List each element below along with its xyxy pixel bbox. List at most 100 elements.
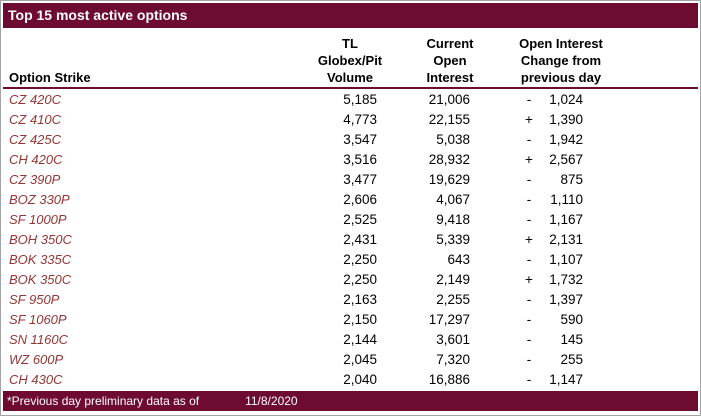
option-strike-cell: CZ 390P <box>9 171 61 187</box>
table-row: CH 430C 2,040 16,886 - 1,147 <box>3 369 698 389</box>
column-header-line: Open Interest <box>519 36 603 51</box>
change-sign: - <box>526 311 532 327</box>
change-value: 2,567 <box>549 151 583 167</box>
option-strike-cell: SF 950P <box>9 291 60 307</box>
open-interest-cell: 4,067 <box>436 191 470 207</box>
volume-cell: 2,040 <box>343 371 377 387</box>
option-strike-cell: CH 420C <box>9 151 63 167</box>
table-row: CH 420C 3,516 28,932 + 2,567 <box>3 149 698 169</box>
option-strike-cell: SN 1160C <box>9 331 69 347</box>
open-interest-cell: 643 <box>447 251 470 267</box>
column-header-line: previous day <box>520 70 602 85</box>
change-value: 1,942 <box>549 131 583 147</box>
table-row: SF 1060P 2,150 17,297 - 590 <box>3 309 698 329</box>
table-row: SF 950P 2,163 2,255 - 1,397 <box>3 289 698 309</box>
table-row: BOK 350C 2,250 2,149 + 1,732 <box>3 269 698 289</box>
open-interest-cell: 2,149 <box>436 271 470 287</box>
change-cell: - 590 <box>509 312 613 327</box>
open-interest-cell: 21,006 <box>428 91 470 107</box>
column-header-volume: TL Globex/Pit Volume <box>309 35 391 86</box>
column-header-open-interest: Current Open Interest <box>391 35 509 86</box>
open-interest-cell: 19,629 <box>428 171 470 187</box>
column-header-option-strike: Option Strike <box>3 69 309 86</box>
table-body: CZ 420C 5,185 21,006 - 1,024 CZ 410C 4,7… <box>3 89 698 389</box>
option-strike-cell: SF 1000P <box>9 211 67 227</box>
change-cell: - 1,107 <box>509 252 613 267</box>
change-value: 2,131 <box>549 231 583 247</box>
open-interest-cell: 3,601 <box>436 331 470 347</box>
table-row: CZ 410C 4,773 22,155 + 1,390 <box>3 109 698 129</box>
open-interest-cell: 9,418 <box>436 211 470 227</box>
table-row: BOH 350C 2,431 5,339 + 2,131 <box>3 229 698 249</box>
change-value: 1,732 <box>549 271 583 287</box>
volume-cell: 2,045 <box>343 351 377 367</box>
volume-cell: 2,250 <box>343 271 377 287</box>
volume-cell: 2,150 <box>343 311 377 327</box>
option-strike-cell: CZ 410C <box>9 111 62 127</box>
change-value: 1,110 <box>550 191 583 207</box>
volume-cell: 3,516 <box>343 151 377 167</box>
change-sign: + <box>525 111 533 127</box>
open-interest-cell: 17,297 <box>428 311 470 327</box>
open-interest-cell: 5,339 <box>436 231 470 247</box>
column-header-line: TL Globex/Pit <box>317 36 383 68</box>
table-header-row: Option Strike TL Globex/Pit Volume Curre… <box>3 35 698 86</box>
volume-cell: 2,250 <box>343 251 377 267</box>
table-row: CZ 390P 3,477 19,629 - 875 <box>3 169 698 189</box>
change-cell: + 2,131 <box>509 232 613 247</box>
change-sign: - <box>526 211 532 227</box>
change-value: 875 <box>560 171 583 187</box>
table-row: CZ 420C 5,185 21,006 - 1,024 <box>3 89 698 109</box>
open-interest-cell: 16,886 <box>428 371 470 387</box>
report-title-bar: Top 15 most active options <box>3 3 698 28</box>
table-row: BOK 335C 2,250 643 - 1,107 <box>3 249 698 269</box>
change-sign: - <box>526 131 532 147</box>
option-strike-cell: BOK 335C <box>9 251 72 267</box>
open-interest-cell: 5,038 <box>436 131 470 147</box>
change-cell: - 1,147 <box>509 372 613 387</box>
change-value: 1,390 <box>549 111 583 127</box>
change-value: 1,024 <box>549 91 583 107</box>
change-sign: - <box>526 371 532 387</box>
change-value: 1,167 <box>549 211 583 227</box>
change-value: 1,107 <box>549 251 583 267</box>
table-row: SN 1160C 2,144 3,601 - 145 <box>3 329 698 349</box>
table-row: WZ 600P 2,045 7,320 - 255 <box>3 349 698 369</box>
table-row: CZ 425C 3,547 5,038 - 1,942 <box>3 129 698 149</box>
change-cell: - 145 <box>509 332 613 347</box>
change-cell: - 1,110 <box>509 192 613 207</box>
open-interest-cell: 28,932 <box>428 151 470 167</box>
change-sign: - <box>526 91 532 107</box>
volume-cell: 4,773 <box>343 111 377 127</box>
header-divider-rule <box>3 87 698 89</box>
change-cell: - 1,942 <box>509 132 613 147</box>
volume-cell: 5,185 <box>343 91 377 107</box>
volume-cell: 3,547 <box>343 131 377 147</box>
change-sign: - <box>526 171 532 187</box>
option-strike-cell: CZ 420C <box>9 91 62 107</box>
change-sign: + <box>525 271 533 287</box>
footer-date: 11/8/2020 <box>245 394 298 408</box>
column-header-line: Change from <box>520 53 602 68</box>
change-cell: - 1,167 <box>509 212 613 227</box>
table-row: SF 1000P 2,525 9,418 - 1,167 <box>3 209 698 229</box>
option-strike-cell: CH 430C <box>9 371 63 387</box>
column-header-line: Current <box>426 36 474 51</box>
change-cell: - 255 <box>509 352 613 367</box>
change-cell: - 1,397 <box>509 292 613 307</box>
volume-cell: 2,606 <box>343 191 377 207</box>
change-value: 145 <box>560 331 583 347</box>
column-header-change: Open Interest Change from previous day <box>509 35 613 86</box>
footer-bar: *Previous day preliminary data as of 11/… <box>3 391 698 411</box>
change-value: 590 <box>560 311 583 327</box>
volume-cell: 2,525 <box>343 211 377 227</box>
change-sign: - <box>526 351 532 367</box>
option-strike-cell: BOH 350C <box>9 231 72 247</box>
change-value: 255 <box>560 351 583 367</box>
option-strike-cell: BOK 350C <box>9 271 72 287</box>
change-sign: + <box>525 231 533 247</box>
change-sign: - <box>526 251 532 267</box>
table-row: BOZ 330P 2,606 4,067 - 1,110 <box>3 189 698 209</box>
change-cell: - 1,024 <box>509 92 613 107</box>
